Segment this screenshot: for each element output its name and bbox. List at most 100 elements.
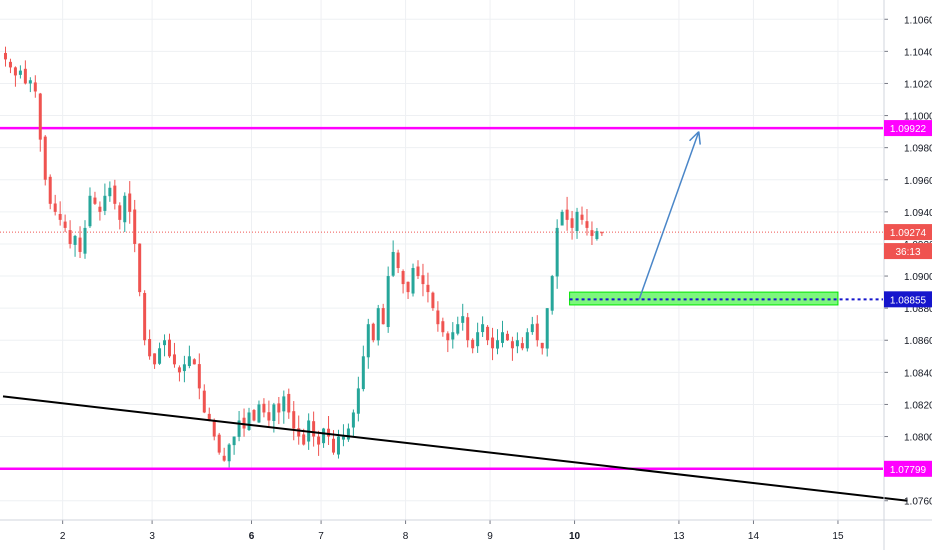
candle-body <box>560 211 564 226</box>
candle-body <box>93 197 97 204</box>
countdown-badge: 36:13 <box>895 247 920 258</box>
y-tick-label: 1.07600 <box>904 497 932 508</box>
y-tick-label: 1.10600 <box>904 15 932 26</box>
candle-body <box>446 333 450 341</box>
x-tick-label: 2 <box>60 531 66 542</box>
candle-body <box>411 268 415 294</box>
candle-body <box>535 323 539 341</box>
candle-body <box>33 82 37 92</box>
y-tick-label: 1.08400 <box>904 368 932 379</box>
candle-body <box>590 230 594 236</box>
candle-body <box>456 324 460 334</box>
candle-body <box>267 412 271 421</box>
candle-body <box>476 332 480 347</box>
candle-body <box>138 243 142 293</box>
candle-body <box>98 206 102 212</box>
x-tick-label: 3 <box>149 531 155 542</box>
y-tick-label: 1.09400 <box>904 208 932 219</box>
candle-body <box>540 342 544 349</box>
x-tick-label: 13 <box>673 531 685 542</box>
candle-body <box>565 209 569 220</box>
candle-body <box>108 187 112 197</box>
candle-body <box>53 203 57 212</box>
candle-body <box>461 316 465 323</box>
levels-layer <box>0 126 883 471</box>
level-price-badge-bg <box>884 460 932 477</box>
candle-body <box>207 413 211 421</box>
y-tick-label: 1.09800 <box>904 144 932 155</box>
projection-arrow <box>638 131 700 300</box>
candle-body <box>327 428 331 437</box>
y-tick-label: 1.10200 <box>904 79 932 90</box>
candle-body <box>550 276 554 311</box>
candle-body <box>416 266 420 277</box>
candle-body <box>177 367 181 373</box>
candle-body <box>197 364 201 389</box>
candle-body <box>525 332 529 349</box>
candle-body <box>332 438 336 453</box>
candle-body <box>257 404 261 423</box>
candle-body <box>153 353 157 365</box>
candle-body <box>88 195 92 227</box>
price-badges: 1.09922 1.07799 1.09274 36:13 1.08855 <box>884 120 932 477</box>
candle-body <box>83 227 87 254</box>
candle-body <box>148 339 152 357</box>
candle-body <box>530 324 534 333</box>
candle-body <box>282 396 286 412</box>
candle-body <box>237 420 241 437</box>
candle-body <box>113 185 117 204</box>
candle-body <box>595 231 599 240</box>
level-price-badge-bg <box>884 120 932 137</box>
y-tick-label: 1.09000 <box>904 272 932 283</box>
time-axis[interactable]: 2 3 6 7 8 9 10 13 14 15 <box>0 519 932 542</box>
candle-body <box>277 403 281 413</box>
candle-body <box>272 404 276 421</box>
candle-body <box>302 434 306 445</box>
candle-body <box>515 340 519 347</box>
y-tick-label: 1.08800 <box>904 304 932 315</box>
candle-body <box>376 308 380 341</box>
candle-body <box>396 252 400 269</box>
candle-body <box>570 218 574 228</box>
candle-body <box>38 93 42 140</box>
candle-body <box>287 393 291 413</box>
candle-body <box>500 332 504 343</box>
candle-body <box>312 421 316 437</box>
candle-body <box>212 421 216 437</box>
candle-body <box>391 251 395 276</box>
x-tick-label: 6 <box>249 531 255 542</box>
y-tick-label: 1.10400 <box>904 47 932 58</box>
candle-body <box>491 337 495 349</box>
candle-body <box>466 317 470 341</box>
candle-body <box>217 434 221 453</box>
y-tick-label: 1.08200 <box>904 400 932 411</box>
candle-body <box>247 412 251 431</box>
x-tick-label: 9 <box>487 531 493 542</box>
candle-body <box>520 343 524 349</box>
x-tick-label: 8 <box>403 531 409 542</box>
candle-body <box>133 209 137 244</box>
candle-body <box>43 136 47 180</box>
candle-body <box>222 455 226 461</box>
current-price-badge-bg <box>884 224 932 241</box>
candle-body <box>227 444 231 462</box>
candle-body <box>317 436 321 445</box>
projection-arrow-head <box>689 131 700 142</box>
candle-body <box>78 237 82 252</box>
candle-body <box>63 221 67 228</box>
candle-body <box>172 354 176 365</box>
level-price-badge: 1.07799 <box>890 465 927 476</box>
candle-body <box>496 340 500 349</box>
candle-body <box>346 428 350 440</box>
x-tick-label: 15 <box>832 531 844 542</box>
candle-body <box>356 388 360 414</box>
candle-body <box>361 356 365 390</box>
candle-body <box>28 80 32 84</box>
candle-body <box>48 176 52 204</box>
grid-lines <box>0 0 883 520</box>
candle-body <box>73 235 77 245</box>
candle-body <box>545 308 549 349</box>
candle-body <box>8 61 12 68</box>
candle-body <box>118 205 122 220</box>
